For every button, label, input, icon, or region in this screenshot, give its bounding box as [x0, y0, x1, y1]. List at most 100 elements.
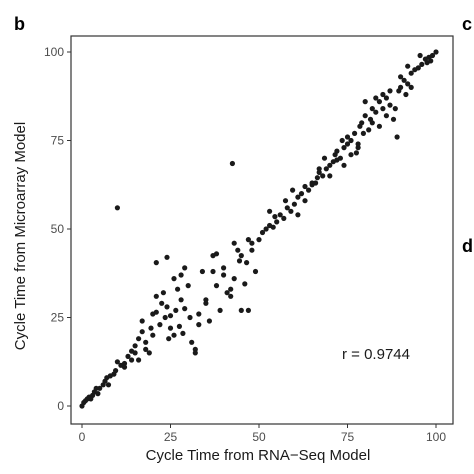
neighbor-panel-letter-top: c — [462, 14, 472, 34]
data-point — [376, 123, 382, 129]
x-tick-label: 50 — [252, 430, 266, 444]
data-point — [148, 325, 154, 331]
data-point — [298, 191, 305, 197]
data-point — [313, 180, 319, 186]
data-point — [290, 187, 296, 193]
data-point — [252, 268, 259, 275]
data-point — [288, 208, 294, 214]
data-point — [121, 364, 128, 370]
data-point — [327, 173, 333, 179]
data-point — [295, 212, 301, 218]
data-point — [383, 113, 389, 119]
data-point — [398, 74, 404, 80]
data-point — [408, 70, 414, 76]
data-point — [166, 336, 172, 342]
data-point — [369, 106, 375, 112]
data-point — [97, 385, 103, 391]
data-point — [114, 205, 120, 211]
data-point — [249, 240, 255, 246]
data-point — [228, 286, 234, 292]
data-point — [153, 260, 159, 266]
data-point — [367, 116, 374, 122]
data-point — [178, 272, 184, 278]
data-point — [282, 198, 289, 204]
data-point — [401, 77, 407, 83]
data-point — [146, 350, 152, 356]
data-point — [380, 106, 386, 112]
data-point — [199, 268, 205, 275]
data-point — [185, 283, 191, 289]
data-point — [339, 137, 345, 144]
ticks-layer: 0 25 50 75 100 0 25 50 75 100 — [44, 45, 446, 444]
data-point — [362, 113, 368, 119]
data-point — [387, 102, 393, 108]
data-point — [105, 382, 112, 388]
neighbor-panel-letter-bottom: d — [462, 236, 473, 256]
data-point — [160, 290, 166, 296]
data-point — [352, 130, 358, 136]
data-point — [355, 145, 361, 151]
data-point — [121, 360, 128, 367]
data-point — [403, 91, 409, 98]
data-point — [164, 304, 170, 310]
data-point — [355, 141, 361, 147]
data-point — [125, 353, 131, 359]
data-point — [360, 130, 366, 136]
data-point — [373, 109, 379, 115]
data-point — [306, 187, 312, 193]
data-point — [162, 314, 168, 321]
data-point — [433, 49, 439, 55]
data-point — [359, 120, 365, 126]
data-point — [405, 81, 411, 87]
data-point — [129, 348, 135, 354]
data-point — [327, 162, 333, 168]
data-point — [337, 155, 343, 161]
x-axis-title: Cycle Time from RNA−Seq Model — [146, 447, 371, 464]
data-point — [281, 215, 287, 221]
data-point — [344, 134, 351, 140]
data-point — [167, 313, 174, 319]
data-point — [387, 88, 393, 94]
data-point — [295, 194, 301, 200]
data-point — [167, 325, 174, 331]
data-point — [429, 52, 436, 59]
data-point — [157, 322, 163, 328]
data-point — [143, 339, 149, 345]
data-point — [314, 175, 320, 181]
data-point — [132, 343, 138, 349]
data-point — [153, 309, 159, 315]
data-point — [390, 116, 397, 122]
data-point — [348, 152, 354, 158]
data-point — [408, 84, 414, 90]
data-point — [245, 237, 251, 243]
data-point — [206, 318, 212, 324]
x-tick-label: 0 — [79, 430, 86, 444]
data-point — [291, 201, 297, 207]
data-point — [316, 166, 322, 172]
data-point — [143, 346, 149, 352]
data-point — [274, 219, 280, 225]
data-point — [178, 297, 184, 303]
data-point — [376, 99, 382, 105]
data-point — [238, 253, 244, 259]
data-point — [171, 276, 177, 282]
data-point — [203, 300, 209, 306]
x-tick-label: 25 — [164, 430, 178, 444]
data-point — [267, 208, 273, 214]
data-point — [221, 272, 227, 278]
data-point — [139, 318, 145, 324]
data-point — [88, 396, 94, 402]
data-point — [270, 224, 276, 230]
data-point — [180, 330, 186, 336]
panel-letter: b — [14, 14, 25, 34]
y-tick-label: 75 — [51, 134, 65, 148]
data-point — [164, 254, 170, 260]
data-point — [419, 61, 425, 67]
data-point — [182, 265, 188, 271]
data-point — [272, 214, 278, 220]
data-point — [182, 306, 188, 312]
data-point — [244, 260, 250, 266]
data-point — [229, 160, 235, 167]
